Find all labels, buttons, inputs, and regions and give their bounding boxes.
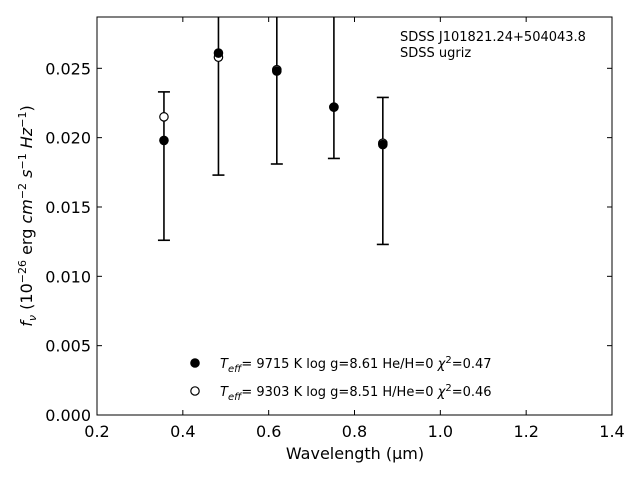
model-point-filled [329,102,339,112]
y-axis-label-part: ) [17,105,36,111]
y-axis-label: fν (10−26 erg cm−2 s−1 Hz−1) [16,105,39,326]
y-axis-label-part: s [17,170,36,178]
y-axis-label-part: (10 [17,283,36,315]
photometry-annotation: SDSS ugriz [400,46,471,61]
legend-text-part: 2 [445,355,451,366]
x-tick-label: 0.2 [84,422,109,441]
legend-text-part: 2 [445,383,451,394]
error-bars [157,17,389,246]
y-axis-label-part: erg [17,224,36,260]
target-name-annotation: SDSS J101821.24+504043.8 [400,30,586,45]
legend-entry-text: Teff= 9715 K log g=8.61 He/H=0 χ2=0.47 [220,355,492,375]
y-tick-label: 0.000 [45,406,91,425]
plot-area: 0.2 0.4 0.6 0.8 1.0 1.2 1.4 0.000 0.005 0.010 0.01… [45,16,625,441]
legend-marker-open [190,386,200,396]
y-axis-label-part: ν [26,315,39,321]
x-tick-label: 1.0 [428,422,453,441]
y-axis-label-part: −1 [16,153,29,169]
y-axis-label-part: −26 [16,260,29,283]
legend-text-part: =0.47 [452,357,492,372]
y-tick-label: 0.010 [45,267,91,286]
x-tick-label: 0.8 [342,422,367,441]
y-tick-label: 0.015 [45,198,91,217]
y-tick-label: 0.005 [45,337,91,356]
legend-text-part: = 9715 K log g=8.61 He/H=0 [241,357,437,372]
legend-text-part: eff [228,392,243,403]
x-tick-label: 1.2 [513,422,538,441]
y-axis-label-part: −2 [16,183,29,199]
legend-text-part: = 9303 K log g=8.51 H/He=0 [241,385,437,400]
legend-text-part: χ [437,357,447,372]
model-point-filled [159,135,169,146]
y-tick-label: 0.025 [45,59,91,78]
model-point-filled [213,48,224,58]
y-axis-label-part: cm [17,199,36,223]
x-tick-label: 0.6 [256,422,281,441]
legend-marker-filled [190,358,200,368]
legend-text-part: =0.46 [452,385,492,400]
model-point-open [159,112,169,122]
legend: Teff= 9715 K log g=8.61 He/H=0 χ2=0.47Te… [190,355,492,403]
y-axis-label-part: −1 [16,112,29,128]
legend-text-part: χ [437,385,447,400]
y-axis-label-part: Hz [17,127,36,148]
model-point-filled [378,139,388,150]
y-tick-label: 0.020 [45,129,91,148]
legend-text-part: eff [228,364,243,375]
model-point-filled [272,66,282,76]
legend-entry-text: Teff= 9303 K log g=8.51 H/He=0 χ2=0.46 [220,383,492,403]
y-axis-label-part: f [17,319,36,327]
x-axis-label: Wavelength (μm) [286,444,424,463]
legend-text-part: T [220,357,229,372]
x-tick-label: 0.4 [170,422,195,441]
x-tick-label: 1.4 [599,422,624,441]
axes-frame [96,16,613,416]
legend-text-part: T [220,385,229,400]
